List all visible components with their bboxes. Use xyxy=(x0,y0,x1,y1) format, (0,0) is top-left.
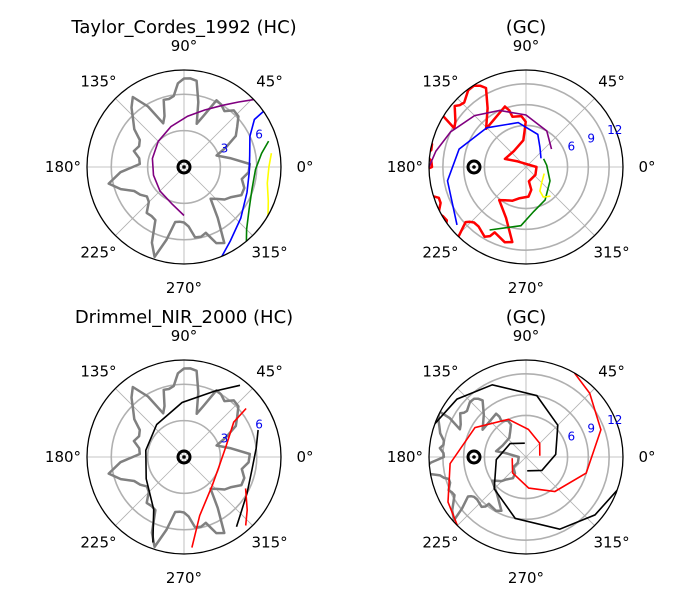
angle-tick-label: 90° xyxy=(171,37,198,55)
angle-tick-label: 135° xyxy=(80,72,116,90)
polar-frame xyxy=(428,69,624,265)
panel-title: (GC) xyxy=(506,307,547,328)
angle-tick-label: 135° xyxy=(80,362,116,380)
radial-tick-label: 3 xyxy=(221,142,229,156)
angle-tick-label: 180° xyxy=(387,158,423,176)
angle-tick-label: 45° xyxy=(598,72,625,90)
panel-title: Taylor_Cordes_1992 (HC) xyxy=(70,17,296,38)
angle-tick-label: 225° xyxy=(80,244,116,262)
sun-marker xyxy=(466,159,482,175)
angle-tick-label: 45° xyxy=(256,72,283,90)
grid-spoke xyxy=(525,456,595,526)
spiral-arm-2 xyxy=(191,407,247,548)
spiral-arm-3 xyxy=(245,140,270,242)
sun-marker-dot xyxy=(472,455,476,459)
sun-marker xyxy=(176,159,192,175)
angle-tick-label: 135° xyxy=(422,362,458,380)
angle-tick-label: 180° xyxy=(45,448,81,466)
grid-spoke xyxy=(525,388,595,458)
grid-spoke xyxy=(457,98,527,168)
spiral-arm-3 xyxy=(489,158,551,231)
radial-tick-label: 9 xyxy=(587,131,595,145)
panel-title: (GC) xyxy=(506,17,547,38)
angle-tick-label: 0° xyxy=(296,448,313,466)
spiral-arm-1 xyxy=(447,418,541,526)
dust-contour xyxy=(429,397,520,522)
spiral-arm-1 xyxy=(151,98,254,217)
grid-spoke xyxy=(525,98,595,168)
radial-tick-label: 6 xyxy=(255,417,263,431)
angle-tick-label: 135° xyxy=(422,72,458,90)
angle-tick-label: 0° xyxy=(638,158,655,176)
spiral-arm-4 xyxy=(244,488,249,526)
angle-tick-label: 180° xyxy=(387,448,423,466)
panels: 360°45°90°135°180°225°270°315°Taylor_Cor… xyxy=(45,17,656,587)
angle-tick-label: 45° xyxy=(598,362,625,380)
grid-spoke xyxy=(183,98,253,168)
angle-tick-label: 315° xyxy=(251,534,287,552)
angle-tick-label: 90° xyxy=(513,37,540,55)
radial-tick-label: 3 xyxy=(221,432,229,446)
dust-contour xyxy=(107,77,252,259)
radial-tick-label: 6 xyxy=(255,127,263,141)
polar-panel-3: 3 6 0° 45° 90° 135° 180° 225° 270° 315° Drimmel_NI… xyxy=(45,307,314,587)
spiral-arm-3 xyxy=(493,442,618,531)
dust-contour xyxy=(107,367,252,549)
polar-panel-1: 3 6 0° 45° 90° 135° 180° 225° 270° 315° Taylor_Cor… xyxy=(45,17,314,297)
sun-marker-dot xyxy=(182,455,186,459)
spiral-arm-2 xyxy=(446,121,542,226)
radial-tick-label: 9 xyxy=(587,421,595,435)
polar-frame xyxy=(86,69,282,265)
grid-spoke xyxy=(525,166,595,236)
spiral-arm-4 xyxy=(434,383,559,472)
sun-marker xyxy=(176,449,192,465)
angle-tick-label: 90° xyxy=(171,327,198,345)
angle-tick-label: 225° xyxy=(422,244,458,262)
spiral-arm-1 xyxy=(429,109,553,168)
polar-panel-4: 69 12 0° 45° 90° 135° 180° 225° 270° 315° (GC) xyxy=(387,307,656,587)
angle-tick-label: 270° xyxy=(166,279,202,297)
angle-tick-label: 90° xyxy=(513,327,540,345)
spiral-arm-1 xyxy=(144,384,241,543)
angle-tick-label: 270° xyxy=(508,569,544,587)
angle-tick-label: 225° xyxy=(80,534,116,552)
radial-tick-label: 12 xyxy=(607,123,622,137)
spiral-arm-2 xyxy=(221,110,265,257)
sun-marker-dot xyxy=(182,165,186,169)
angle-tick-label: 270° xyxy=(166,569,202,587)
angle-tick-label: 45° xyxy=(256,362,283,380)
sun-marker-dot xyxy=(472,165,476,169)
spiral-arm-4 xyxy=(266,153,273,216)
spiral-arm-4 xyxy=(539,173,551,198)
panel-title: Drimmel_NIR_2000 (HC) xyxy=(75,307,293,328)
grid-spoke xyxy=(115,98,185,168)
grid-spoke xyxy=(183,388,253,458)
angle-tick-label: 225° xyxy=(422,534,458,552)
angle-tick-label: 0° xyxy=(638,448,655,466)
radial-tick-label: 12 xyxy=(607,413,622,427)
grid-spoke xyxy=(457,166,527,236)
radial-tick-label: 6 xyxy=(568,430,576,444)
spiral-arm-3 xyxy=(235,429,259,527)
grid-spoke xyxy=(183,166,253,236)
grid-spoke xyxy=(115,388,185,458)
polar-frame xyxy=(86,359,282,555)
angle-tick-label: 315° xyxy=(593,244,629,262)
spiral-arm-2 xyxy=(511,372,602,493)
angle-tick-label: 270° xyxy=(508,279,544,297)
radial-tick-label: 6 xyxy=(568,140,576,154)
grid-spoke xyxy=(457,456,527,526)
angle-tick-label: 180° xyxy=(45,158,81,176)
angle-tick-label: 315° xyxy=(593,534,629,552)
dust-contour xyxy=(429,84,538,257)
polar-frame xyxy=(428,359,624,555)
angle-tick-label: 315° xyxy=(251,244,287,262)
angle-tick-label: 0° xyxy=(296,158,313,176)
polar-panel-2: 69 12 0° 45° 90° 135° 180° 225° 270° 315° (GC) xyxy=(387,17,656,297)
sun-marker xyxy=(466,449,482,465)
